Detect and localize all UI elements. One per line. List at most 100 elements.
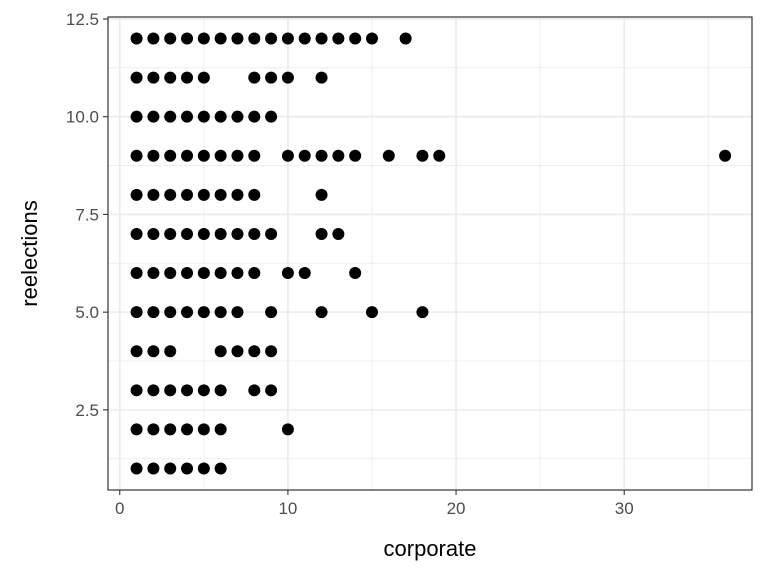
data-point xyxy=(147,462,160,475)
data-point xyxy=(248,188,261,201)
data-point xyxy=(130,110,143,123)
data-point xyxy=(248,227,261,240)
data-point xyxy=(315,71,328,84)
data-point xyxy=(231,227,244,240)
data-point xyxy=(164,345,177,358)
data-point xyxy=(130,267,143,280)
data-point xyxy=(130,345,143,358)
data-point xyxy=(214,384,227,397)
data-point xyxy=(214,110,227,123)
y-tick-label: 10.0 xyxy=(66,108,99,127)
data-point xyxy=(281,267,294,280)
data-point xyxy=(147,306,160,319)
data-point xyxy=(281,149,294,162)
data-point xyxy=(147,149,160,162)
data-point xyxy=(248,32,261,45)
data-point xyxy=(265,384,278,397)
data-point xyxy=(719,149,732,162)
data-point xyxy=(147,384,160,397)
data-point xyxy=(349,32,362,45)
data-point xyxy=(181,149,194,162)
data-point xyxy=(248,384,261,397)
data-point xyxy=(181,32,194,45)
panel-border xyxy=(107,16,753,491)
data-point xyxy=(197,110,210,123)
data-point xyxy=(315,188,328,201)
data-point xyxy=(130,71,143,84)
data-point xyxy=(197,384,210,397)
data-point xyxy=(214,345,227,358)
data-point xyxy=(164,227,177,240)
data-point xyxy=(214,188,227,201)
data-point xyxy=(248,345,261,358)
data-point xyxy=(349,267,362,280)
data-point xyxy=(265,227,278,240)
data-point xyxy=(164,32,177,45)
data-point xyxy=(147,423,160,436)
data-point xyxy=(164,149,177,162)
data-point xyxy=(265,306,278,319)
data-point xyxy=(315,227,328,240)
data-point xyxy=(164,110,177,123)
data-point xyxy=(214,423,227,436)
data-point xyxy=(130,32,143,45)
data-point xyxy=(164,71,177,84)
data-point xyxy=(231,306,244,319)
data-point xyxy=(298,32,311,45)
y-tick-label: 7.5 xyxy=(75,205,99,224)
data-points xyxy=(130,32,732,475)
x-tick-label: 10 xyxy=(278,499,297,518)
data-point xyxy=(164,384,177,397)
data-point xyxy=(147,267,160,280)
data-point xyxy=(197,32,210,45)
x-tick-label: 30 xyxy=(615,499,634,518)
minor-gridlines xyxy=(108,17,752,490)
data-point xyxy=(181,423,194,436)
data-point xyxy=(147,345,160,358)
data-point xyxy=(147,110,160,123)
data-point xyxy=(181,71,194,84)
data-point xyxy=(197,149,210,162)
data-point xyxy=(214,227,227,240)
data-point xyxy=(214,149,227,162)
data-point xyxy=(332,227,345,240)
data-point xyxy=(130,423,143,436)
data-point xyxy=(315,32,328,45)
x-axis-title: corporate xyxy=(384,536,477,561)
data-point xyxy=(265,71,278,84)
data-point xyxy=(181,227,194,240)
data-point xyxy=(181,306,194,319)
data-point xyxy=(298,149,311,162)
data-point xyxy=(130,384,143,397)
data-point xyxy=(315,149,328,162)
data-point xyxy=(181,384,194,397)
data-point xyxy=(231,345,244,358)
data-point xyxy=(248,110,261,123)
data-point xyxy=(382,149,395,162)
data-point xyxy=(164,423,177,436)
data-point xyxy=(197,423,210,436)
data-point xyxy=(298,267,311,280)
data-point xyxy=(197,306,210,319)
data-point xyxy=(181,267,194,280)
data-point xyxy=(365,306,378,319)
x-tick-label: 20 xyxy=(447,499,466,518)
data-point xyxy=(332,149,345,162)
data-point xyxy=(147,32,160,45)
data-point xyxy=(248,149,261,162)
x-axis-ticks: 0 10 20 30 xyxy=(115,490,634,518)
data-point xyxy=(231,149,244,162)
data-point xyxy=(147,188,160,201)
data-point xyxy=(265,345,278,358)
data-point xyxy=(147,227,160,240)
data-point xyxy=(214,267,227,280)
data-point xyxy=(197,227,210,240)
data-point xyxy=(231,32,244,45)
data-point xyxy=(197,188,210,201)
data-point xyxy=(399,32,412,45)
data-point xyxy=(181,110,194,123)
data-point xyxy=(349,149,362,162)
data-point xyxy=(214,32,227,45)
y-tick-label: 2.5 xyxy=(75,401,99,420)
